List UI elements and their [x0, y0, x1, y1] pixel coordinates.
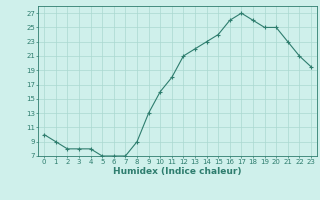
X-axis label: Humidex (Indice chaleur): Humidex (Indice chaleur) [113, 167, 242, 176]
